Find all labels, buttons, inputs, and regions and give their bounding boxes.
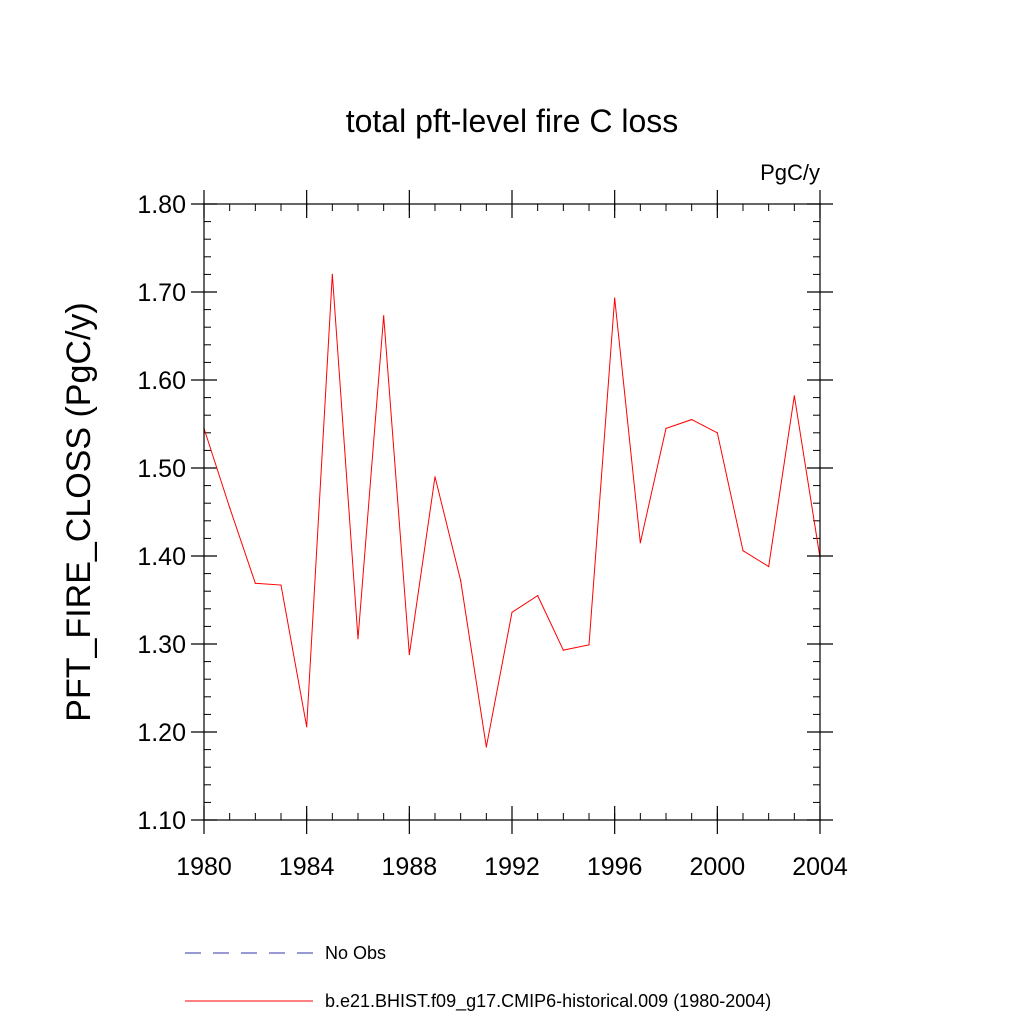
y-tick-label: 1.10 bbox=[137, 807, 186, 835]
data-point bbox=[331, 273, 333, 275]
minor-ticks bbox=[203, 203, 821, 821]
data-point bbox=[691, 419, 693, 421]
data-point bbox=[254, 582, 256, 584]
y-tick-label: 1.40 bbox=[137, 543, 186, 571]
y-tick-labels: 1.10 1.20 1.30 1.40 1.50 1.60 1.70 1.80 bbox=[137, 191, 186, 835]
data-point bbox=[357, 638, 359, 640]
x-tick-label: 2000 bbox=[690, 853, 746, 881]
data-point bbox=[588, 644, 590, 646]
y-tick-label: 1.30 bbox=[137, 631, 186, 659]
series-line bbox=[203, 274, 821, 748]
plot-frame bbox=[203, 203, 821, 821]
data-point bbox=[408, 653, 410, 656]
data-point bbox=[665, 427, 667, 429]
x-tick-label: 1992 bbox=[484, 853, 540, 881]
legend: No Obs b.e21.BHIST.f09_g17.CMIP6-histori… bbox=[185, 943, 771, 1012]
data-point bbox=[280, 584, 282, 586]
y-tick-label: 1.20 bbox=[137, 719, 186, 747]
y-tick-label: 1.70 bbox=[137, 279, 186, 307]
data-point bbox=[434, 476, 436, 478]
data-point bbox=[562, 649, 564, 651]
data-point bbox=[383, 315, 385, 317]
x-tick-label: 1996 bbox=[587, 853, 643, 881]
major-ticks bbox=[191, 190, 833, 834]
data-point bbox=[537, 595, 539, 597]
data-point bbox=[639, 542, 641, 544]
data-point bbox=[229, 507, 231, 509]
data-point bbox=[716, 432, 718, 434]
series-layer bbox=[203, 273, 821, 748]
data-point bbox=[511, 611, 513, 613]
x-tick-label: 1980 bbox=[176, 853, 232, 881]
data-point bbox=[793, 395, 795, 397]
data-point bbox=[460, 580, 462, 582]
legend-label-no-obs: No Obs bbox=[325, 943, 386, 963]
chart-title: total pft-level fire C loss bbox=[346, 103, 679, 139]
data-point bbox=[742, 550, 744, 552]
x-tick-label: 1988 bbox=[382, 853, 438, 881]
y-tick-label: 1.80 bbox=[137, 191, 186, 219]
data-point bbox=[614, 297, 616, 299]
y-tick-label: 1.50 bbox=[137, 455, 186, 483]
x-tick-labels: 1980 1984 1988 1992 1996 2000 2004 bbox=[176, 853, 848, 881]
x-tick-label: 1984 bbox=[279, 853, 335, 881]
legend-label-historical: b.e21.BHIST.f09_g17.CMIP6-historical.009… bbox=[325, 991, 771, 1012]
data-point bbox=[768, 565, 770, 568]
units-label: PgC/y bbox=[760, 160, 820, 185]
y-tick-label: 1.60 bbox=[137, 367, 186, 395]
y-axis-label: PFT_FIRE_CLOSS (PgC/y) bbox=[60, 302, 98, 721]
x-tick-label: 2004 bbox=[792, 853, 848, 881]
data-point bbox=[485, 746, 487, 748]
data-point bbox=[306, 726, 308, 728]
